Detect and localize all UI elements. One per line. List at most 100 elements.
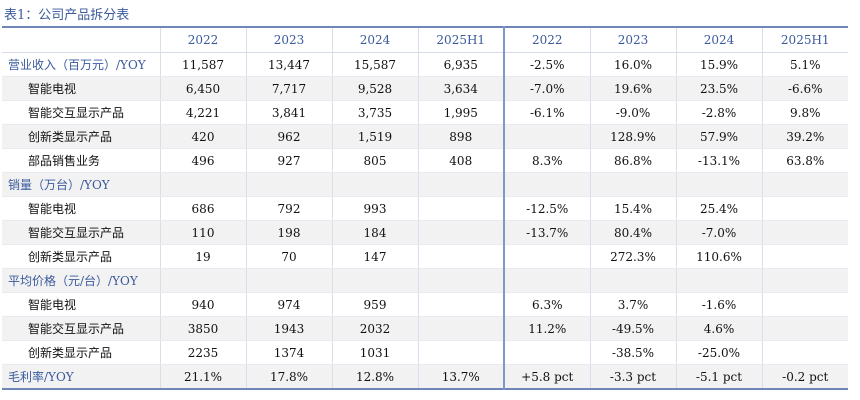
yoy-cell: -3.3 pct — [589, 364, 676, 390]
value-cell: 17.8% — [245, 364, 332, 390]
yoy-cell: +5.8 pct — [503, 364, 590, 390]
yoy-cell: -25.0% — [675, 340, 762, 365]
header-cell: 2025H1 — [417, 27, 504, 53]
value-cell — [331, 172, 418, 197]
row-label: 毛利率/YOY — [2, 364, 160, 390]
value-cell: 927 — [245, 148, 332, 173]
value-cell: 993 — [331, 196, 418, 221]
product-breakdown-table: 2022 2023 2024 2025H1 2022 2023 2024 202… — [2, 26, 848, 390]
yoy-cell — [761, 244, 848, 269]
yoy-cell: 15.4% — [589, 196, 676, 221]
value-cell — [245, 172, 332, 197]
value-cell: 9,528 — [331, 76, 418, 101]
value-cell: 7,717 — [245, 76, 332, 101]
table-row: 智能交互显示产品 3850 1943 2032 11.2% -49.5% 4.6% — [2, 316, 848, 341]
row-label: 智能电视 — [2, 292, 160, 317]
yoy-cell: 57.9% — [675, 124, 762, 149]
yoy-cell: -13.7% — [503, 220, 590, 245]
table-row: 智能电视 6,450 7,717 9,528 3,634 -7.0% 19.6% 23.5% -… — [2, 76, 848, 101]
value-cell: 21.1% — [159, 364, 246, 390]
value-cell: 15,587 — [331, 52, 418, 77]
header-cell: 2024 — [331, 27, 418, 53]
value-cell: 11,587 — [159, 52, 246, 77]
value-cell: 6,935 — [417, 52, 504, 77]
header-cell: 2023 — [589, 27, 676, 53]
value-cell: 110 — [159, 220, 246, 245]
value-cell: 2235 — [159, 340, 246, 365]
value-cell: 420 — [159, 124, 246, 149]
value-cell: 19 — [159, 244, 246, 269]
header-cell — [2, 27, 160, 53]
value-cell — [245, 268, 332, 293]
value-cell — [159, 268, 246, 293]
yoy-cell — [761, 316, 848, 341]
yoy-cell: 128.9% — [589, 124, 676, 149]
value-cell — [417, 172, 504, 197]
table-row: 智能电视 940 974 959 6.3% 3.7% -1.6% — [2, 292, 848, 317]
yoy-cell: -38.5% — [589, 340, 676, 365]
value-cell: 12.8% — [331, 364, 418, 390]
value-cell: 13,447 — [245, 52, 332, 77]
yoy-cell: 25.4% — [675, 196, 762, 221]
yoy-cell — [503, 268, 590, 293]
yoy-cell — [761, 172, 848, 197]
value-cell: 198 — [245, 220, 332, 245]
table-row: 营业收入（百万元）/YOY 11,587 13,447 15,587 6,935 -2.5… — [2, 52, 848, 77]
value-cell: 147 — [331, 244, 418, 269]
value-cell: 792 — [245, 196, 332, 221]
table-row: 部品销售业务 496 927 805 408 8.3% 86.8% -13.1% 63.8% — [2, 148, 848, 173]
table-row: 毛利率/YOY 21.1% 17.8% 12.8% 13.7% +5.8 pct -3.3 … — [2, 364, 848, 390]
row-label: 销量（万台）/YOY — [2, 172, 160, 197]
yoy-cell — [503, 172, 590, 197]
value-cell — [417, 244, 504, 269]
row-label: 智能电视 — [2, 76, 160, 101]
yoy-cell: 63.8% — [761, 148, 848, 173]
value-cell: 496 — [159, 148, 246, 173]
yoy-cell: 16.0% — [589, 52, 676, 77]
yoy-cell: 110.6% — [675, 244, 762, 269]
yoy-cell: -2.5% — [503, 52, 590, 77]
value-cell: 13.7% — [417, 364, 504, 390]
row-label: 智能电视 — [2, 196, 160, 221]
yoy-cell: 39.2% — [761, 124, 848, 149]
header-cell: 2025H1 — [761, 27, 848, 53]
yoy-cell: 4.6% — [675, 316, 762, 341]
yoy-cell — [589, 268, 676, 293]
yoy-cell — [503, 340, 590, 365]
value-cell: 940 — [159, 292, 246, 317]
value-cell: 898 — [417, 124, 504, 149]
yoy-cell — [503, 124, 590, 149]
yoy-cell: 5.1% — [761, 52, 848, 77]
yoy-cell: -13.1% — [675, 148, 762, 173]
value-cell — [417, 196, 504, 221]
yoy-cell: -0.2 pct — [761, 364, 848, 390]
header-cell: 2022 — [503, 27, 590, 53]
yoy-cell: 8.3% — [503, 148, 590, 173]
table-row: 销量（万台）/YOY — [2, 172, 848, 197]
yoy-cell — [675, 268, 762, 293]
yoy-cell: 3.7% — [589, 292, 676, 317]
value-cell — [417, 292, 504, 317]
yoy-cell: -5.1 pct — [675, 364, 762, 390]
value-cell — [159, 172, 246, 197]
value-cell: 3,735 — [331, 100, 418, 125]
row-label: 智能交互显示产品 — [2, 316, 160, 341]
value-cell: 184 — [331, 220, 418, 245]
value-cell: 408 — [417, 148, 504, 173]
value-cell: 974 — [245, 292, 332, 317]
yoy-cell: 86.8% — [589, 148, 676, 173]
value-cell: 3,634 — [417, 76, 504, 101]
yoy-cell: -12.5% — [503, 196, 590, 221]
yoy-cell: 19.6% — [589, 76, 676, 101]
value-cell: 1,995 — [417, 100, 504, 125]
row-label: 创新类显示产品 — [2, 340, 160, 365]
table-caption: 表1：公司产品拆分表 — [4, 8, 130, 23]
yoy-cell: -49.5% — [589, 316, 676, 341]
value-cell: 1031 — [331, 340, 418, 365]
value-cell: 805 — [331, 148, 418, 173]
table-row: 创新类显示产品 420 962 1,519 898 128.9% 57.9% 39.2% — [2, 124, 848, 149]
value-cell: 3850 — [159, 316, 246, 341]
yoy-cell: 6.3% — [503, 292, 590, 317]
yoy-cell: 23.5% — [675, 76, 762, 101]
yoy-cell: -2.8% — [675, 100, 762, 125]
